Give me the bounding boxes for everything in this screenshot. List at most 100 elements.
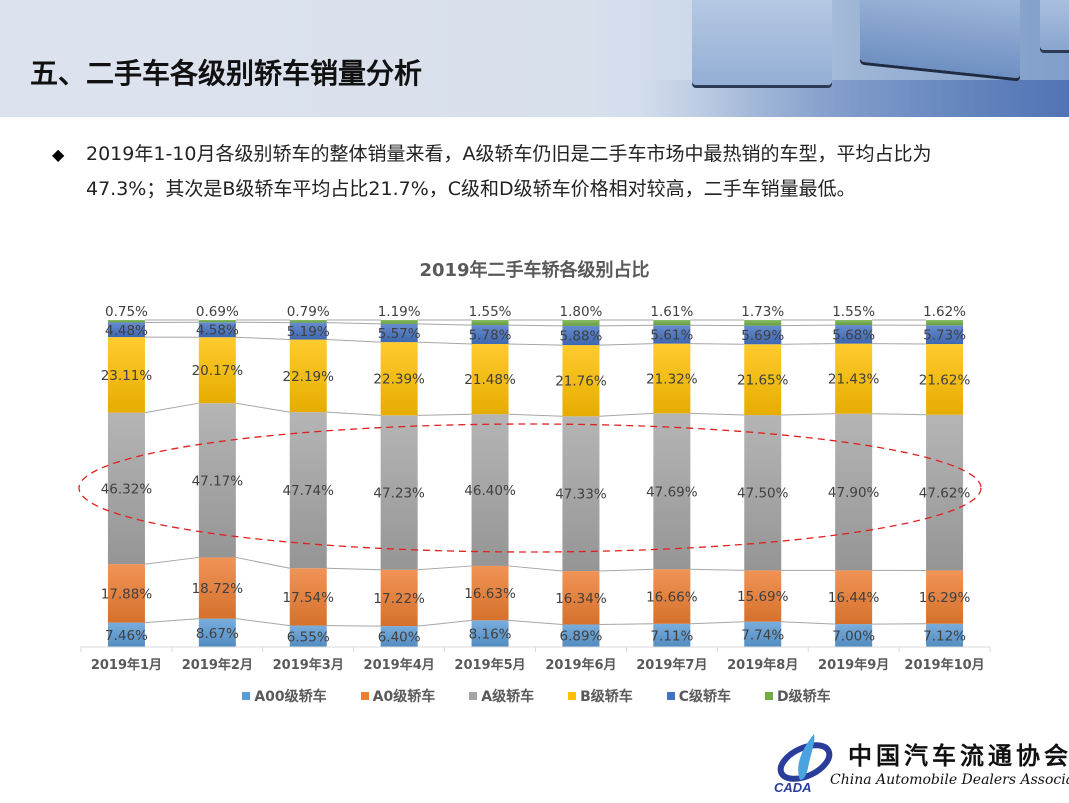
bar-segment[interactable] (926, 325, 964, 345)
series-line-2 (781, 413, 836, 416)
bar-segment[interactable] (562, 624, 600, 647)
bar-segment[interactable] (380, 342, 418, 416)
bar-segment[interactable] (835, 325, 873, 344)
x-axis: 2019年1月 2019年2月 2019年3月 2019年4月 2019年5月 2019年… (80, 646, 991, 673)
bar-segment[interactable] (380, 626, 418, 647)
bar-segment[interactable] (107, 564, 145, 623)
data-label: 47.74% (283, 483, 335, 499)
bar-segment[interactable] (198, 322, 236, 338)
legend-item[interactable]: A00级轿车 (242, 686, 327, 706)
legend-item[interactable]: A0级轿车 (360, 686, 435, 706)
data-label: 5.73% (923, 328, 966, 344)
bar-segment[interactable] (198, 557, 236, 619)
data-label: 0.79% (287, 304, 330, 320)
data-label: 4.48% (105, 323, 148, 339)
bar-segment[interactable] (653, 569, 691, 624)
bar-segment[interactable] (198, 320, 236, 323)
data-label: 21.48% (464, 372, 516, 388)
bar-segment[interactable] (471, 325, 509, 344)
bar-segment[interactable] (198, 618, 236, 647)
bar-segment[interactable] (744, 570, 782, 622)
bar-segment[interactable] (471, 565, 509, 621)
data-label: 8.67% (196, 626, 239, 642)
bar-segment[interactable] (471, 620, 509, 647)
bar-segment[interactable] (289, 625, 327, 647)
bar-segment[interactable] (744, 325, 782, 345)
bar-segment[interactable] (380, 323, 418, 343)
bar-segment[interactable] (198, 337, 236, 404)
bar-segment[interactable] (380, 320, 418, 324)
bar-segment[interactable] (744, 344, 782, 416)
bar-segment[interactable] (289, 339, 327, 413)
bar-segment[interactable] (926, 320, 964, 326)
bar-segment[interactable] (107, 412, 145, 565)
bar-segment[interactable] (653, 320, 691, 326)
bar-segment[interactable] (107, 622, 145, 647)
data-label: 5.78% (469, 328, 512, 344)
bar-segment[interactable] (653, 413, 691, 570)
bar-segment[interactable] (471, 343, 509, 415)
x-tick-label: 2019年10月 (904, 657, 984, 673)
legend-item[interactable]: C级轿车 (666, 686, 731, 706)
series-line-4 (781, 324, 836, 327)
legend-label: B级轿车 (580, 689, 633, 705)
bar-segment[interactable] (107, 320, 145, 323)
data-label: 46.32% (101, 481, 153, 497)
legend-item[interactable]: B级轿车 (568, 686, 633, 706)
bar-segment[interactable] (562, 571, 600, 625)
legend-swatch-icon (666, 692, 675, 700)
header-banner: 五、二手车各级别轿车销量分析 (0, 0, 1069, 117)
bar-segment[interactable] (289, 322, 327, 340)
bar-segment[interactable] (926, 623, 964, 647)
series-line-1 (690, 568, 745, 571)
x-tick-label: 2019年6月 (545, 657, 616, 673)
data-label: 23.11% (101, 368, 153, 384)
legend-label: D级轿车 (777, 689, 831, 705)
cada-logo: CADA 中国汽车流通协会 China Automobile Dealers A… (770, 728, 1069, 800)
bar-segment[interactable] (744, 621, 782, 647)
bar-segment[interactable] (835, 320, 873, 326)
bar-segment[interactable] (926, 344, 964, 415)
legend-item[interactable]: A级轿车 (469, 686, 534, 706)
data-label: 47.33% (555, 487, 607, 503)
bar-segment[interactable] (744, 415, 782, 571)
bar-segment[interactable] (380, 415, 418, 570)
series-line-2 (326, 411, 381, 416)
data-label: 6.55% (287, 629, 330, 645)
highlight-dashed-ellipse (78, 423, 982, 553)
bar-segment[interactable] (562, 320, 600, 326)
bar-segment[interactable] (653, 623, 691, 647)
bar-segment[interactable] (198, 403, 236, 558)
data-label: 47.69% (646, 484, 698, 500)
series-line-1 (599, 568, 654, 572)
legend-item[interactable]: D级轿车 (765, 686, 831, 706)
data-label: 16.63% (464, 586, 516, 602)
bar-segment[interactable] (107, 337, 145, 413)
data-label: 17.22% (373, 591, 425, 607)
bar-segment[interactable] (562, 345, 600, 417)
bar-segment[interactable] (835, 624, 873, 647)
bar-segment[interactable] (289, 320, 327, 323)
bar-segment[interactable] (107, 322, 145, 338)
bar-segment[interactable] (835, 343, 873, 414)
bar-segment[interactable] (380, 569, 418, 627)
bar-segment[interactable] (926, 414, 964, 571)
bar-segment[interactable] (744, 320, 782, 326)
bar-segment[interactable] (653, 325, 691, 344)
series-line-0 (508, 619, 563, 625)
bar-segment[interactable] (653, 343, 691, 414)
bar-segment[interactable] (471, 320, 509, 326)
bar-segment[interactable] (562, 325, 600, 346)
series-line-0 (690, 621, 745, 625)
bar-segment[interactable] (835, 413, 873, 571)
data-label: 6.89% (560, 629, 603, 645)
bar-segment[interactable] (471, 414, 509, 566)
bar-segment[interactable] (562, 416, 600, 572)
cada-emblem-icon (777, 734, 833, 782)
bar-segment[interactable] (835, 570, 873, 625)
x-tick-label: 2019年2月 (182, 657, 253, 673)
bar-segment[interactable] (926, 570, 964, 624)
series-line-4 (326, 322, 381, 325)
data-label: 17.54% (283, 590, 335, 606)
bar-segment[interactable] (289, 568, 327, 626)
